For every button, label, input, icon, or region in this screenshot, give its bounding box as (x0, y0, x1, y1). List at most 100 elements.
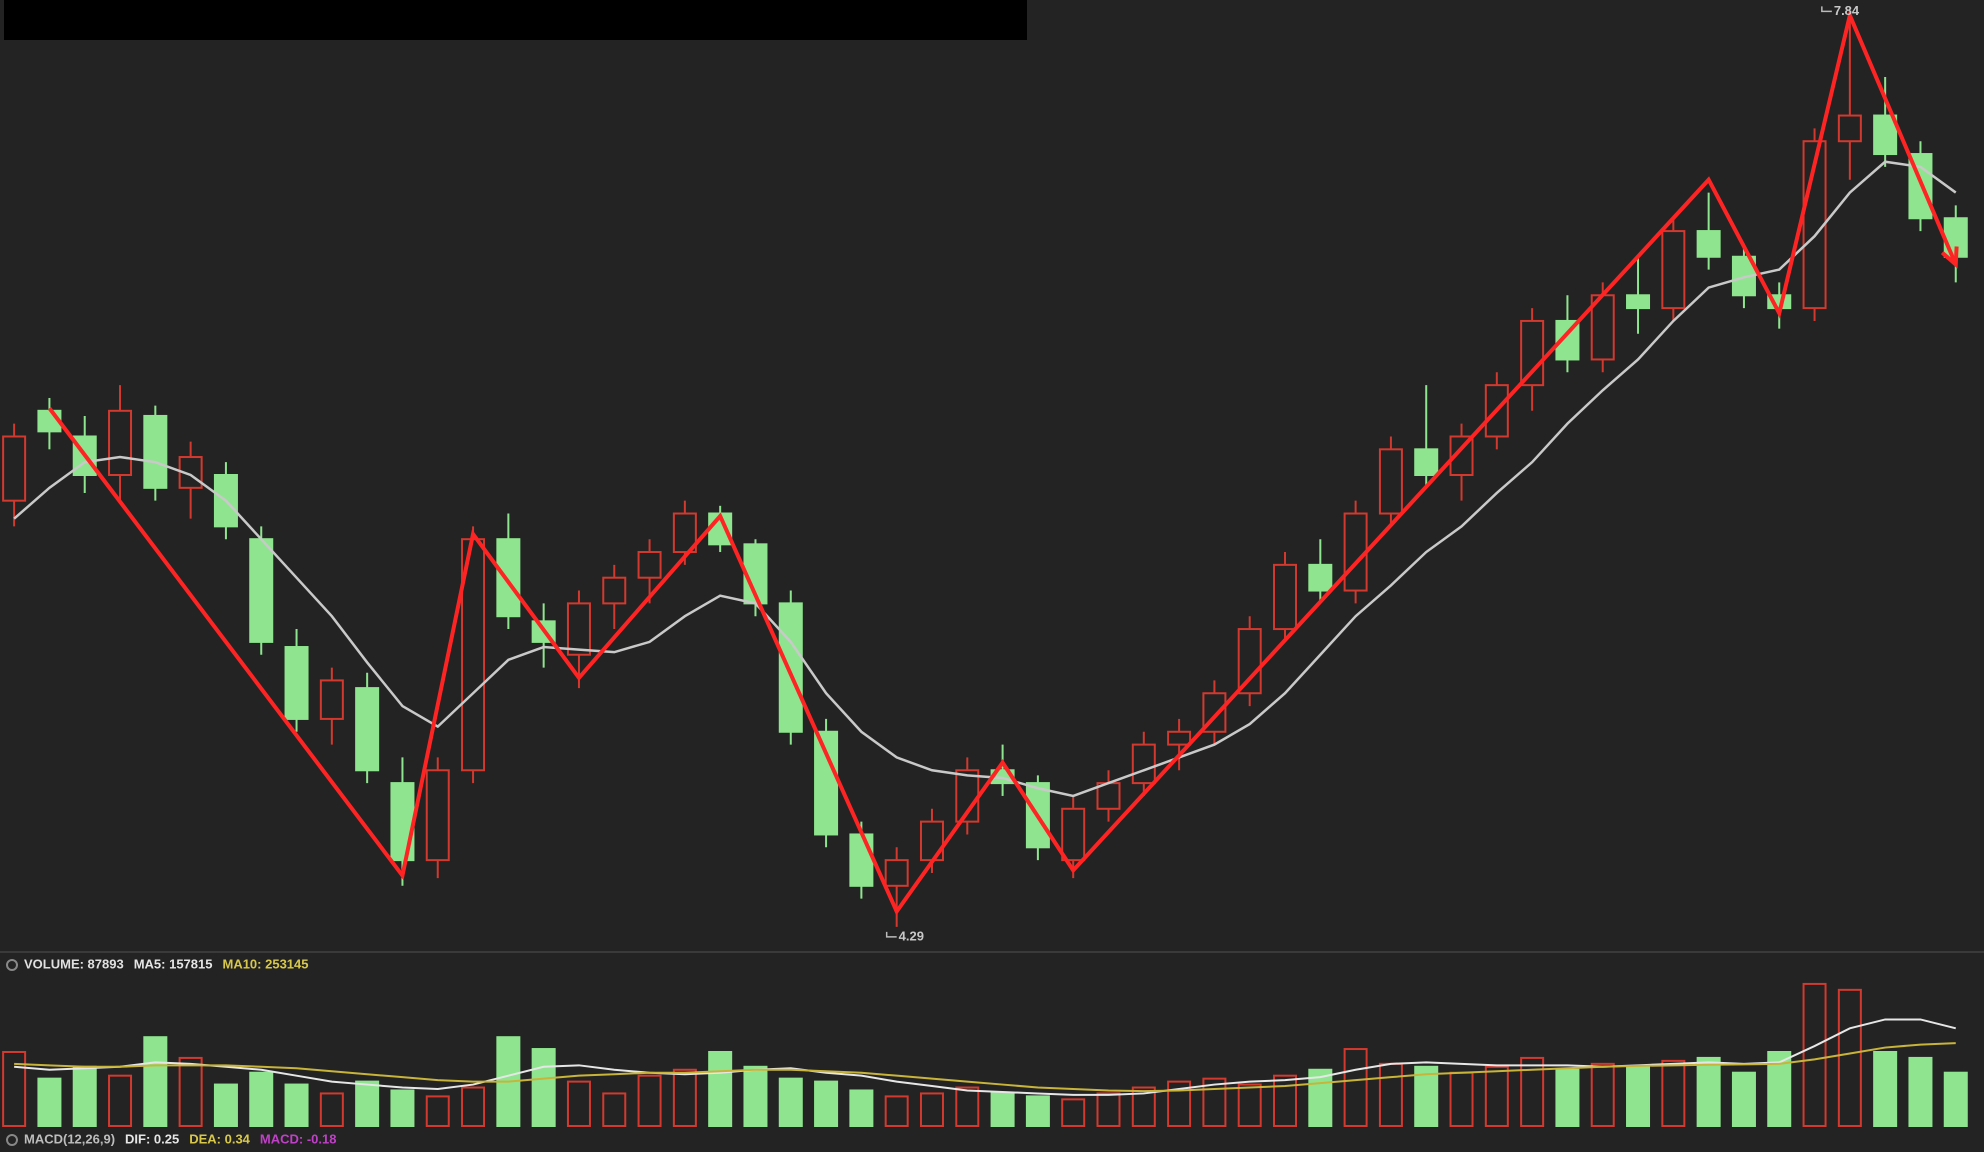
volume-bar (1661, 1059, 1686, 1128)
volume-bar (1096, 1092, 1121, 1127)
volume-bar (1273, 1074, 1298, 1128)
volume-bar (849, 1089, 874, 1127)
volume-bar (143, 1036, 168, 1127)
legend-text: MA5: 157815 (134, 956, 213, 971)
volume-bar (566, 1080, 591, 1127)
candle-body (778, 602, 803, 733)
candle-body (1061, 807, 1086, 862)
candle-body (1343, 512, 1368, 592)
legend-text: DEA: 0.34 (189, 1131, 250, 1146)
low-arrow (885, 931, 897, 938)
volume-bar (884, 1095, 909, 1128)
candle-body (249, 538, 274, 643)
candle-body (1696, 230, 1721, 258)
volume-bar (319, 1092, 344, 1127)
volume-bar (1943, 1071, 1968, 1127)
volume-bar (355, 1080, 380, 1127)
candle-body (672, 512, 697, 554)
volume-bar (1837, 988, 1862, 1128)
volume-bar (390, 1089, 415, 1127)
legend-text: VOLUME: 87893 (24, 956, 124, 971)
volume-bar (919, 1092, 944, 1127)
volume-bar (1767, 1051, 1792, 1127)
volume-bar (1061, 1098, 1086, 1127)
candle-body (108, 409, 133, 477)
low-label: 4.29 (899, 928, 924, 943)
volume-bar (531, 1048, 556, 1128)
volume-bar (284, 1083, 309, 1128)
volume-bar (1343, 1048, 1368, 1128)
candle-body (849, 833, 874, 887)
candle-body (1167, 730, 1192, 746)
volume-bar (672, 1068, 697, 1128)
volume-bar (1520, 1056, 1545, 1128)
candle-body (1414, 448, 1439, 476)
volume-bar (743, 1065, 768, 1128)
volume-bar (1555, 1068, 1580, 1128)
volume-bar (637, 1074, 662, 1128)
candle-body (637, 551, 662, 579)
volume-bar (1414, 1065, 1439, 1128)
volume-bar (2, 1051, 27, 1127)
candle-body (1626, 294, 1651, 310)
volume-bar (778, 1077, 803, 1128)
volume-bar (990, 1092, 1015, 1127)
candle-body (884, 859, 909, 887)
legend-text: MACD(12,26,9) (24, 1131, 115, 1146)
candle-body (425, 769, 450, 862)
high-arrow (1821, 6, 1832, 13)
zigzag-arrowhead (1940, 246, 1959, 269)
candle-body (814, 730, 839, 836)
candle-body (1273, 563, 1298, 631)
volume-ma10-line (14, 1042, 1956, 1093)
volume-bar (178, 1056, 203, 1128)
volume-bar (1131, 1086, 1156, 1128)
candle-body (1873, 114, 1898, 156)
candle-body (602, 576, 627, 605)
candle-body (1661, 230, 1686, 310)
volume-bar (1202, 1077, 1227, 1128)
volume-bar (1873, 1051, 1898, 1127)
pane-icon (6, 959, 18, 971)
volume-bar (37, 1077, 62, 1128)
candle-body (284, 646, 309, 720)
volume-bar (955, 1086, 980, 1128)
candle-body (1449, 435, 1474, 476)
legend-text: MACD: -0.18 (260, 1131, 337, 1146)
candle-body (566, 602, 591, 656)
volume-bar (461, 1086, 486, 1128)
volume-bar (72, 1065, 97, 1128)
candle-body (496, 538, 521, 618)
candle-body (1131, 743, 1156, 785)
redaction-bar (4, 0, 1027, 40)
high-label: 7.84 (1834, 3, 1860, 18)
volume-bar (1696, 1056, 1721, 1128)
volume-bar (1626, 1065, 1651, 1128)
volume-bar (213, 1083, 238, 1128)
pane-icon (6, 1134, 18, 1146)
volume-bar (1025, 1095, 1050, 1128)
candle-body (390, 782, 415, 862)
zigzag-line (47, 9, 1958, 916)
volume-bar (1590, 1062, 1615, 1127)
volume-bar (1802, 982, 1827, 1127)
legend-text: MA10: 253145 (222, 956, 308, 971)
candle-body (2, 435, 27, 502)
volume-bar (1167, 1080, 1192, 1127)
volume-bar (602, 1092, 627, 1127)
candle-body (1378, 448, 1403, 515)
volume-bar (1237, 1083, 1262, 1128)
ma-line (13, 160, 1957, 798)
candle-body (1237, 628, 1262, 695)
volume-bar (1731, 1071, 1756, 1127)
volume-bar (1908, 1056, 1933, 1128)
volume-bar (425, 1095, 450, 1128)
candle-body (1520, 319, 1545, 387)
candle-body (1555, 319, 1580, 361)
volume-bar (708, 1051, 733, 1127)
volume-bar (249, 1071, 274, 1127)
volume-bar (1484, 1065, 1509, 1128)
volume-bar (814, 1080, 839, 1127)
